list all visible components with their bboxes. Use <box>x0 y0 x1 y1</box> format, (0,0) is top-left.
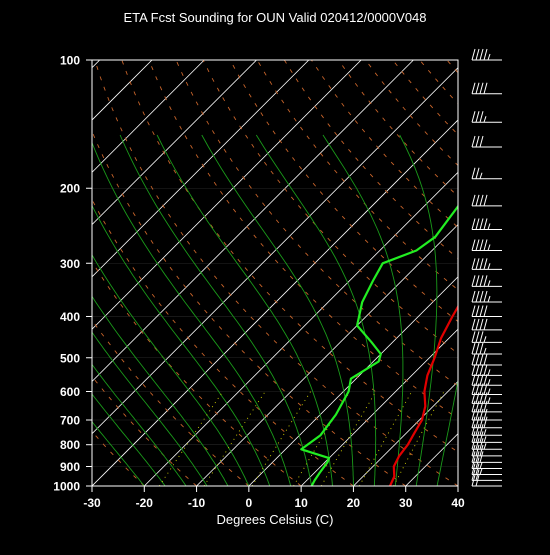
x-tick-label: 10 <box>294 496 308 510</box>
x-tick-label: -10 <box>188 496 206 510</box>
chart-title: ETA Fcst Sounding for OUN Valid 020412/0… <box>123 10 426 25</box>
x-tick-label: 40 <box>451 496 465 510</box>
y-tick-label: 900 <box>60 460 80 474</box>
y-tick-label: 1000 <box>53 480 80 494</box>
x-tick-label: 0 <box>246 496 253 510</box>
y-tick-label: 600 <box>60 385 80 399</box>
x-tick-label: -30 <box>83 496 101 510</box>
y-tick-label: 200 <box>60 182 80 196</box>
x-tick-label: 20 <box>347 496 361 510</box>
y-tick-label: 800 <box>60 438 80 452</box>
y-tick-label: 500 <box>60 351 80 365</box>
y-tick-label: 700 <box>60 414 80 428</box>
x-tick-label: -20 <box>136 496 154 510</box>
y-tick-label: 300 <box>60 257 80 271</box>
y-tick-label: 100 <box>60 54 80 68</box>
x-axis-label: Degrees Celsius (C) <box>216 512 333 527</box>
y-tick-label: 400 <box>60 310 80 324</box>
x-tick-label: 30 <box>399 496 413 510</box>
